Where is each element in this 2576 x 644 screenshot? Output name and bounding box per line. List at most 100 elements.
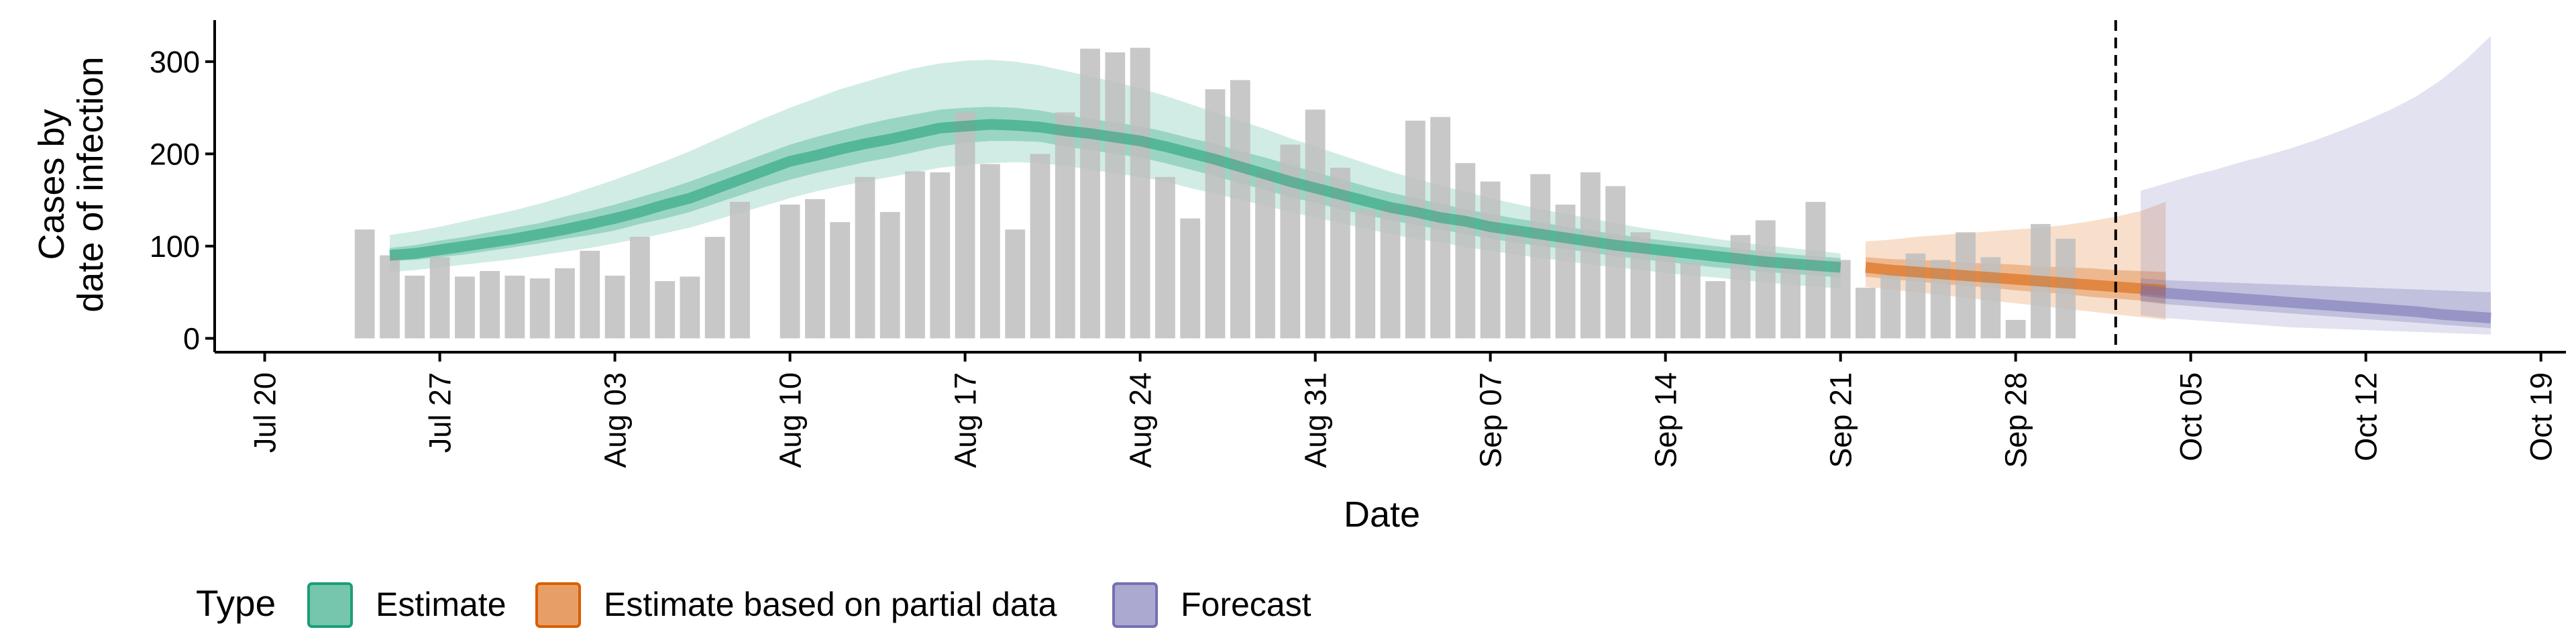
x-tick-label: Sep 14 [1649,372,1683,468]
x-tick-label: Aug 03 [598,372,633,468]
bar [354,229,375,339]
bar [630,237,650,339]
bar [1130,48,1150,339]
y-tick-label: 0 [183,321,200,356]
band-layer [390,36,2491,335]
bar [1055,112,1075,339]
legend-label-estimate-based-on-partial-data: Estimate based on partial data [604,586,1057,623]
bar [1230,80,1250,339]
y-axis-title-line-1: Cases by [32,109,72,260]
bar [879,212,900,339]
x-tick-label: Oct 12 [2349,372,2383,462]
bar [504,275,525,339]
bar [1980,257,2001,339]
bar [1080,48,1100,339]
x-tick-label: Jul 20 [248,372,282,453]
bar [1705,281,1726,339]
bar [1380,205,1401,339]
bar [905,171,925,339]
bar [1180,218,1201,339]
x-tick-label: Jul 27 [423,372,458,453]
legend: Type Estimate Estimate based on partial d… [196,582,1311,628]
bar [1880,274,1901,339]
y-axis-title-line-2: date of infection [70,56,111,312]
bar [1155,176,1175,339]
axis-layer: 0 100 200 300 Jul 20 Jul 27 Aug 03 Aug 10 Aug 17… [150,20,2566,468]
bar-layer [354,48,2076,339]
legend-label-estimate: Estimate [376,586,506,623]
band-outer-forecast [2141,36,2491,335]
y-tick-label: 100 [150,229,200,264]
bar [1580,172,1601,339]
x-tick-label: Oct 05 [2174,372,2208,462]
median-line-estimate [389,119,1841,273]
bar [980,164,1000,339]
x-tick-label: Oct 19 [2524,372,2559,462]
bar [655,281,676,339]
bar [1530,174,1551,339]
bar [930,172,951,339]
bar [429,257,450,339]
x-tick-label: Aug 31 [1299,372,1333,468]
y-tick-label: 300 [150,45,200,79]
legend-key-estimate [307,582,353,628]
bar [405,275,425,339]
bar [855,176,875,339]
bar [730,201,750,339]
x-tick-label: Sep 28 [1999,372,2033,468]
y-tick-label: 200 [150,137,200,171]
bar [1505,227,1525,339]
bar [604,275,625,339]
y-axis-title: Cases by date of infection [32,56,111,312]
x-tick-label: Aug 10 [773,372,808,468]
x-tick-label: Sep 21 [1824,372,1858,468]
median-line-forecast [2140,284,2491,324]
bar [1455,163,1476,339]
bar [1730,235,1751,339]
band-inner-estimate [390,107,1841,278]
bar [580,250,600,339]
legend-key-estimate-based-on-partial-data [535,582,581,628]
bar [1280,144,1301,339]
bar [1680,262,1701,339]
bar [1480,181,1501,339]
bar [1856,287,1876,339]
bar [1105,52,1126,339]
bar [1755,220,1776,339]
bar [830,222,851,339]
bar [1780,260,1801,339]
bar [529,278,550,339]
bar [555,268,575,339]
x-tick-label: Sep 07 [1474,372,1508,468]
band-outer-estimate [390,60,1841,289]
bar [455,276,475,339]
bar [704,237,725,339]
bar [380,255,400,339]
bar [1605,186,1625,339]
bar [480,271,500,339]
bar [955,112,975,339]
bar [780,205,800,339]
bar [1830,260,1851,339]
bar [1355,209,1376,339]
bar [1305,109,1326,339]
bar [1255,170,1275,339]
legend-label-forecast: Forecast [1181,586,1311,623]
x-tick-label: Aug 24 [1124,372,1158,468]
legend-key-forecast [1112,582,1158,628]
bar [1005,229,1026,339]
bar [805,199,825,339]
bar [1405,120,1426,339]
bar [1955,232,1976,339]
bar [2005,319,2026,339]
x-axis-title: Date [1344,494,1420,535]
bar [1205,89,1226,339]
bar [1030,154,1051,339]
x-tick-label: Aug 17 [949,372,983,468]
bar [1555,205,1576,339]
bar [1655,255,1676,339]
bar [1430,117,1450,339]
bar [680,276,700,339]
legend-title: Type [196,582,276,624]
